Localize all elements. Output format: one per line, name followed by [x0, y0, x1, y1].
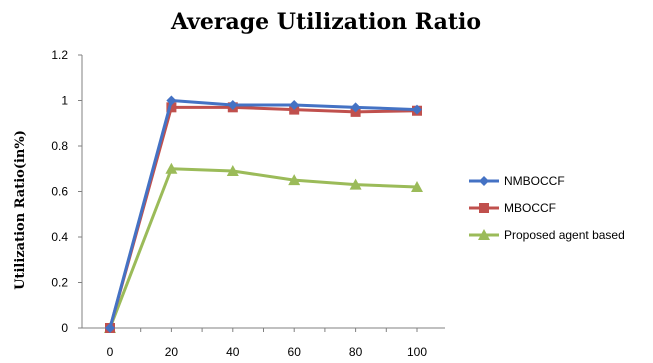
data-point [412, 104, 422, 115]
series-0 [105, 95, 422, 333]
y-tick-label: 1 [61, 94, 68, 108]
y-tick-label: 0 [61, 321, 68, 335]
data-point [289, 100, 300, 111]
y-axis-label: Utilization Ratio(in%) [13, 130, 28, 290]
series-line [108, 105, 418, 329]
legend-item: Proposed agent based [469, 228, 625, 242]
legend-marker [479, 203, 489, 213]
y-tick-label: 0.6 [51, 185, 68, 199]
y-tick-label: 0.4 [51, 230, 68, 244]
data-point [350, 102, 361, 113]
data-point [165, 162, 178, 174]
data-point [166, 95, 177, 106]
legend: NMBOCCF MBOCCF Proposed agent based [469, 174, 625, 242]
data-point [166, 102, 177, 113]
x-tick-label: 80 [349, 345, 363, 359]
series-line [108, 99, 418, 329]
y-tick-label: 0.2 [51, 276, 68, 290]
series-layer [104, 95, 423, 333]
x-tick-label: 0 [107, 345, 114, 359]
chart-title: Average Utilization Ratio [170, 9, 481, 35]
data-point [227, 100, 238, 111]
legend-marker [478, 229, 490, 240]
legend-label: MBOCCF [504, 201, 556, 215]
x-tick-label: 100 [407, 345, 427, 359]
x-tick-label: 60 [288, 345, 302, 359]
y-tick-label: 0.8 [51, 139, 68, 153]
data-point [226, 165, 239, 177]
legend-label: Proposed agent based [504, 228, 625, 242]
legend-label: NMBOCCF [504, 174, 565, 188]
data-point [288, 174, 301, 186]
x-tick-label: 40 [226, 345, 240, 359]
legend-item: NMBOCCF [469, 174, 565, 188]
x-tick-label: 20 [165, 345, 179, 359]
series-line [108, 167, 418, 329]
data-point [349, 178, 362, 190]
legend-marker [479, 176, 489, 186]
y-tick-label: 1.2 [51, 48, 68, 62]
axes: 0 0.2 0.4 0.6 0.8 1 1.2 0 20 40 60 80 100 [51, 48, 445, 359]
data-point [105, 323, 115, 333]
series-2 [104, 162, 423, 333]
legend-item: MBOCCF [469, 201, 556, 215]
data-point [411, 180, 423, 192]
